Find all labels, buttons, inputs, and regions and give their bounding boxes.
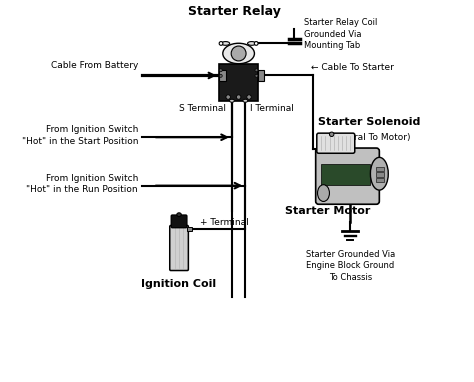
Bar — [375, 172, 384, 177]
Bar — [257, 70, 264, 81]
Circle shape — [219, 69, 222, 72]
Text: (Integral To Motor): (Integral To Motor) — [327, 133, 410, 142]
Bar — [219, 70, 226, 81]
Bar — [375, 167, 384, 171]
Text: ← Cable To Starter: ← Cable To Starter — [311, 63, 394, 72]
Ellipse shape — [243, 99, 248, 102]
Ellipse shape — [370, 157, 388, 190]
FancyBboxPatch shape — [219, 63, 258, 101]
Text: Starter Solenoid: Starter Solenoid — [318, 117, 420, 127]
Text: Starter Relay: Starter Relay — [189, 5, 282, 18]
Text: From Ignition Switch
"Hot" in the Run Position: From Ignition Switch "Hot" in the Run Po… — [27, 173, 138, 194]
Circle shape — [255, 69, 258, 72]
Text: + Terminal: + Terminal — [200, 219, 248, 227]
Text: I Terminal: I Terminal — [250, 104, 294, 113]
Ellipse shape — [221, 42, 230, 45]
Bar — [187, 227, 192, 231]
Circle shape — [219, 42, 223, 45]
FancyBboxPatch shape — [170, 225, 188, 270]
Ellipse shape — [247, 42, 256, 45]
Text: From Ignition Switch
"Hot" in the Start Position: From Ignition Switch "Hot" in the Start … — [22, 125, 138, 146]
Circle shape — [226, 95, 230, 99]
Circle shape — [329, 132, 334, 136]
Circle shape — [237, 95, 241, 99]
Text: Ignition Coil: Ignition Coil — [142, 279, 217, 289]
Circle shape — [219, 74, 222, 77]
Circle shape — [231, 46, 246, 61]
FancyBboxPatch shape — [316, 148, 379, 204]
Text: Cable From Battery: Cable From Battery — [51, 61, 138, 70]
Text: Starter Motor: Starter Motor — [285, 206, 371, 216]
Bar — [375, 178, 384, 182]
Circle shape — [255, 42, 258, 45]
Bar — [321, 164, 370, 185]
Text: Starter Relay Coil
Grounded Via
Mounting Tab: Starter Relay Coil Grounded Via Mounting… — [304, 18, 377, 50]
Ellipse shape — [229, 99, 234, 102]
FancyBboxPatch shape — [171, 215, 187, 228]
Text: Starter Grounded Via
Engine Block Ground
To Chassis: Starter Grounded Via Engine Block Ground… — [306, 250, 395, 282]
FancyBboxPatch shape — [317, 133, 355, 153]
Ellipse shape — [177, 213, 181, 217]
Ellipse shape — [223, 43, 255, 64]
Ellipse shape — [318, 185, 329, 201]
Circle shape — [247, 95, 251, 99]
Text: S Terminal: S Terminal — [179, 104, 226, 113]
Circle shape — [255, 74, 258, 77]
